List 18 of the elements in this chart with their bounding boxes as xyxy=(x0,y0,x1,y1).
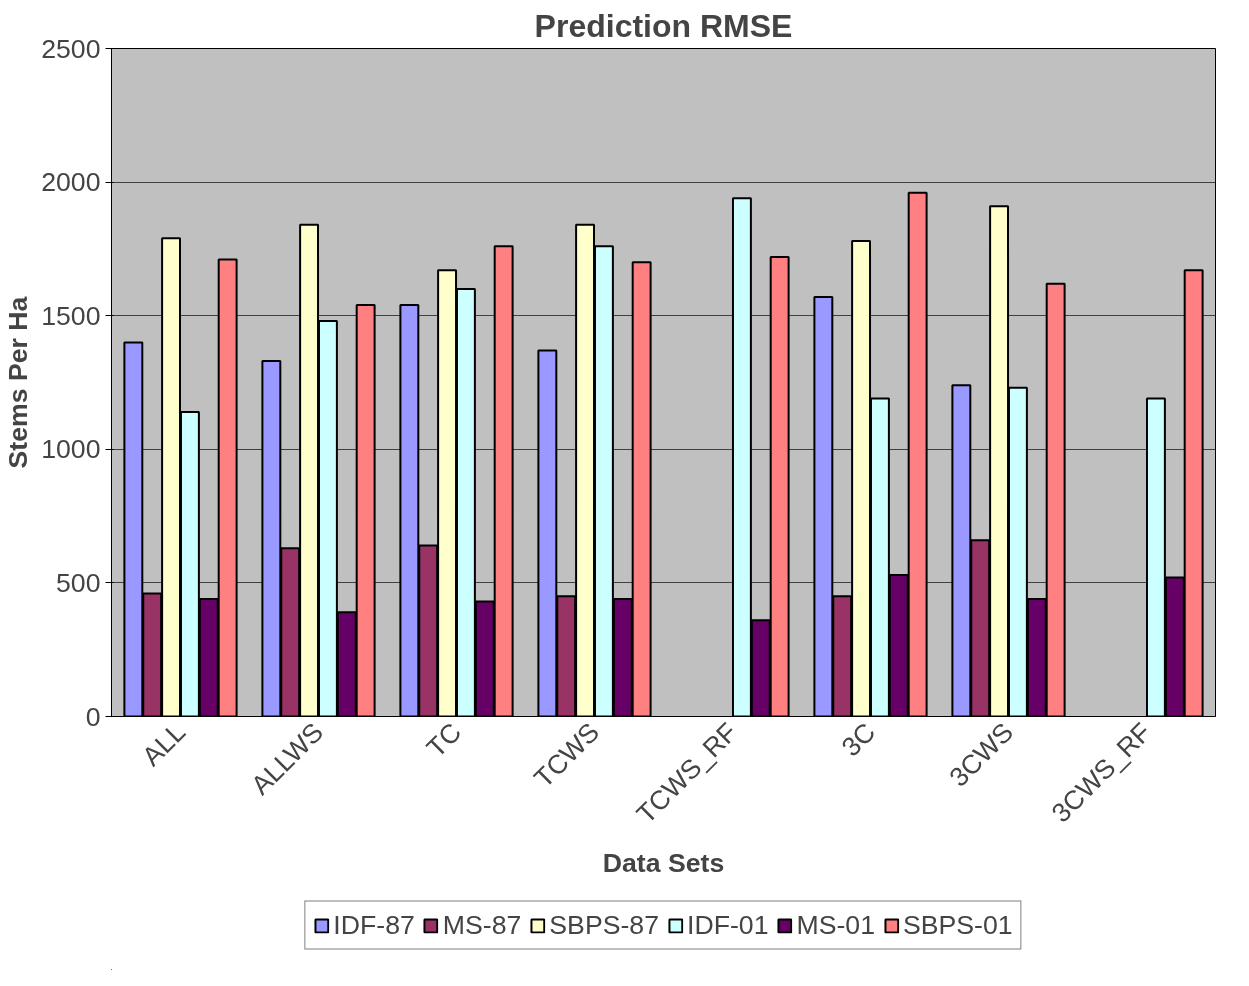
y-tick-label: 0 xyxy=(85,701,101,732)
y-axis-title: Stems Per Ha xyxy=(3,296,34,469)
x-tick-label: 3C xyxy=(835,716,882,763)
y-tick-label: 2000 xyxy=(41,167,101,198)
y-tick-label: 1000 xyxy=(41,434,101,465)
legend-label: SBPS-01 xyxy=(902,909,1013,941)
y-tick-label: 2500 xyxy=(41,33,101,64)
y-tick-label: 1500 xyxy=(41,300,101,331)
y-tick-label: 500 xyxy=(56,567,101,598)
x-axis-title: Data Sets xyxy=(602,847,725,878)
legend-label: MS-87 xyxy=(442,909,522,941)
chart-title: Prediction RMSE xyxy=(534,7,793,44)
legend-label: IDF-87 xyxy=(333,909,415,941)
x-tick-label: ALL xyxy=(136,716,192,772)
legend-label: MS-01 xyxy=(796,909,875,941)
x-tick-label: TC xyxy=(420,716,468,764)
legend-label: SBPS-87 xyxy=(549,909,659,941)
legend-label: IDF-01 xyxy=(687,909,769,941)
